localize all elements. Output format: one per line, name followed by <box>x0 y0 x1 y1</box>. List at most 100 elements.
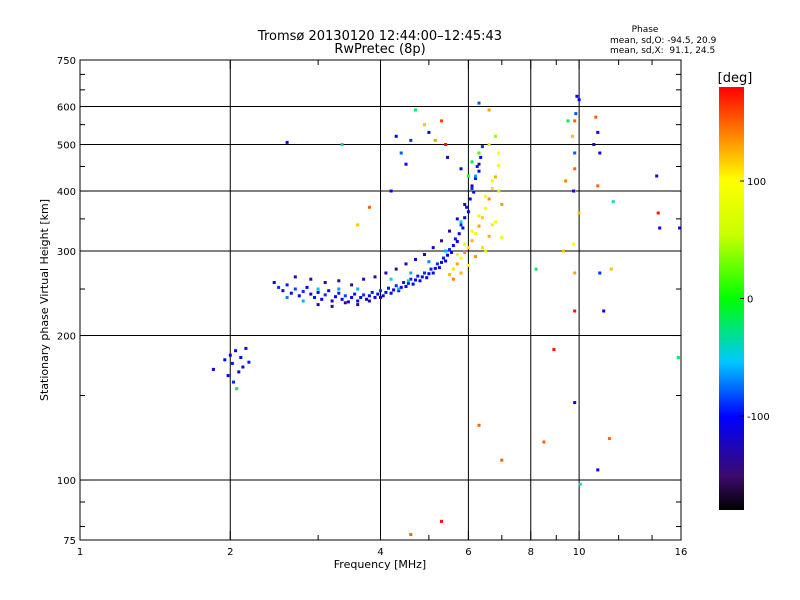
phase-stats-x: mean, sd,X: 91.1, 24.5 <box>610 46 715 56</box>
data-point <box>334 295 337 299</box>
data-point <box>346 300 350 304</box>
y-tick-label: 500 <box>57 141 76 152</box>
data-point <box>399 151 403 155</box>
data-point <box>387 286 390 290</box>
data-point <box>609 267 613 271</box>
data-point <box>455 217 459 221</box>
data-point <box>397 289 401 293</box>
data-point <box>459 223 463 227</box>
data-point <box>418 279 422 283</box>
data-point <box>494 134 497 138</box>
data-point <box>440 119 443 123</box>
data-point <box>427 272 431 276</box>
data-point <box>466 210 470 214</box>
data-point <box>561 249 565 253</box>
data-point <box>490 179 494 183</box>
data-point <box>235 387 239 391</box>
y-axis-label: Stationary phase Virtual Height [km] <box>38 199 51 401</box>
data-point <box>305 285 309 289</box>
data-point <box>247 360 251 364</box>
data-point <box>414 258 417 261</box>
x-axis: 1 2 4 6 8 10 16 <box>77 60 688 558</box>
data-point <box>446 155 449 159</box>
colorbar-ticks: 100 0 -100 <box>740 177 770 423</box>
data-point <box>465 205 469 209</box>
data-point <box>337 279 341 283</box>
data-point <box>394 134 398 138</box>
x-tick-label: 6 <box>465 547 471 558</box>
data-point <box>343 294 347 298</box>
data-point <box>448 229 451 233</box>
data-point <box>466 263 470 267</box>
data-point <box>414 108 417 112</box>
colorbar-tick-label: 100 <box>747 177 766 188</box>
data-point <box>427 260 431 264</box>
data-point <box>463 250 467 254</box>
data-point <box>472 190 476 194</box>
data-point <box>564 179 568 183</box>
data-point <box>470 184 474 188</box>
data-point <box>356 223 360 227</box>
data-point <box>676 356 680 359</box>
data-point <box>573 151 577 155</box>
data-point <box>463 242 467 246</box>
data-point <box>480 145 484 149</box>
data-point <box>429 267 433 271</box>
data-point <box>239 356 243 359</box>
data-point <box>442 256 445 260</box>
data-point <box>577 98 581 102</box>
data-point <box>466 246 470 250</box>
data-point <box>552 348 556 351</box>
phase-stats-heading: Phase <box>632 25 659 35</box>
x-tick-label: 10 <box>573 547 586 558</box>
data-point <box>293 287 297 291</box>
data-point <box>457 232 461 236</box>
data-point <box>399 285 403 289</box>
data-point <box>578 482 582 486</box>
data-point <box>571 134 574 138</box>
data-point <box>594 115 598 119</box>
data-point <box>566 119 570 123</box>
y-tick-label: 100 <box>57 476 76 487</box>
data-point <box>451 244 455 247</box>
data-point <box>474 255 477 259</box>
data-point <box>451 277 455 281</box>
data-point <box>468 197 472 201</box>
data-point <box>572 242 576 246</box>
data-point <box>437 266 441 270</box>
data-point <box>356 299 360 303</box>
data-point <box>404 262 408 266</box>
data-point <box>362 277 366 281</box>
data-point <box>427 130 431 134</box>
x-tick-label: 1 <box>77 547 83 558</box>
data-point <box>330 299 334 303</box>
data-point <box>577 211 581 215</box>
data-point <box>340 143 344 146</box>
data-point <box>362 293 366 297</box>
x-tick-label: 16 <box>675 547 688 558</box>
data-point <box>477 151 481 155</box>
y-tick-label: 750 <box>57 56 76 67</box>
data-point <box>404 285 408 288</box>
data-point <box>446 253 449 257</box>
data-point <box>480 246 484 250</box>
data-point <box>602 309 606 313</box>
data-point <box>466 174 470 178</box>
data-point <box>367 299 371 303</box>
data-point <box>376 292 380 296</box>
data-point <box>598 151 602 155</box>
data-point <box>497 164 501 168</box>
data-point <box>353 292 357 296</box>
data-point <box>534 267 538 271</box>
data-point <box>420 275 424 279</box>
plot-frame <box>79 59 682 541</box>
data-point <box>607 437 611 441</box>
data-point <box>316 287 320 291</box>
data-point <box>444 249 448 253</box>
data-point <box>433 266 437 270</box>
data-point <box>320 297 324 301</box>
data-point <box>409 271 413 275</box>
data-point <box>444 143 448 146</box>
data-point <box>423 253 426 256</box>
